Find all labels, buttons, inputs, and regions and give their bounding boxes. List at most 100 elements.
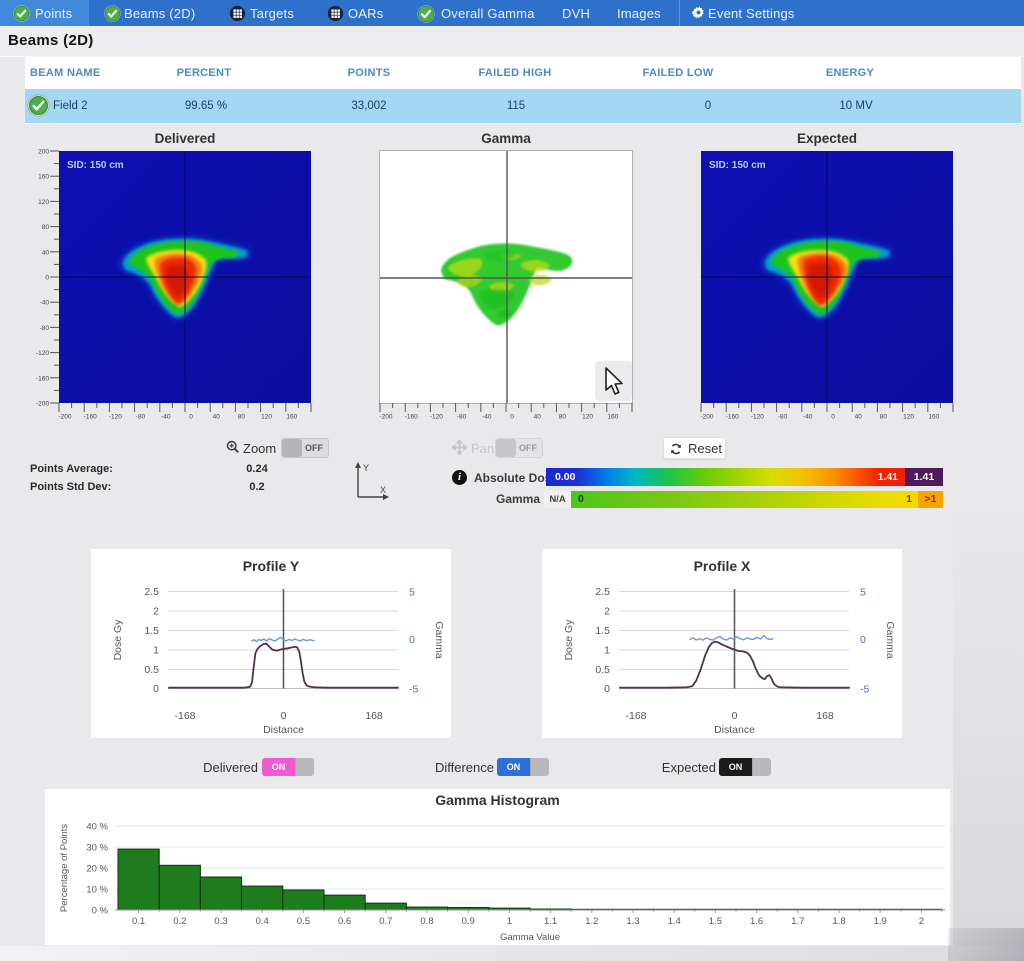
svg-text:5: 5 [409, 587, 415, 599]
svg-text:-120: -120 [751, 414, 764, 421]
svg-text:-160: -160 [84, 414, 97, 421]
svg-text:168: 168 [816, 710, 834, 722]
svg-text:0: 0 [281, 710, 287, 722]
svg-text:1.9: 1.9 [874, 916, 887, 927]
svg-text:1.4: 1.4 [668, 916, 681, 927]
svg-text:Dose Gy: Dose Gy [563, 619, 575, 661]
svg-text:2: 2 [604, 606, 610, 618]
svg-text:2.5: 2.5 [595, 586, 610, 598]
svg-text:0.9: 0.9 [462, 916, 475, 927]
svg-text:-200: -200 [58, 414, 71, 421]
svg-text:-80: -80 [40, 325, 50, 332]
svg-text:40: 40 [534, 414, 542, 421]
svg-text:-80: -80 [457, 414, 467, 421]
svg-text:1.2: 1.2 [585, 916, 598, 927]
svg-text:120: 120 [582, 414, 593, 421]
svg-text:-200: -200 [700, 414, 713, 421]
svg-text:-40: -40 [482, 414, 492, 421]
svg-text:1.5: 1.5 [595, 625, 610, 637]
svg-text:-160: -160 [405, 414, 418, 421]
svg-text:1.6: 1.6 [750, 916, 763, 927]
svg-text:Percentage of Points: Percentage of Points [59, 824, 70, 912]
svg-text:1.3: 1.3 [626, 916, 639, 927]
svg-text:-120: -120 [36, 350, 49, 357]
svg-text:1: 1 [153, 645, 159, 657]
svg-text:0: 0 [409, 634, 415, 646]
svg-text:160: 160 [286, 414, 297, 421]
svg-text:1.8: 1.8 [832, 916, 845, 927]
svg-text:120: 120 [903, 414, 914, 421]
svg-text:20 %: 20 % [86, 864, 108, 875]
svg-text:2.5: 2.5 [144, 586, 159, 598]
svg-text:Distance: Distance [714, 724, 755, 736]
svg-text:0: 0 [153, 683, 159, 695]
svg-text:-40: -40 [803, 414, 813, 421]
svg-text:-40: -40 [40, 300, 50, 307]
svg-text:-80: -80 [778, 414, 788, 421]
svg-text:40: 40 [213, 414, 221, 421]
svg-text:0.4: 0.4 [256, 916, 269, 927]
svg-text:120: 120 [38, 199, 49, 206]
svg-text:1: 1 [604, 645, 610, 657]
svg-text:-120: -120 [109, 414, 122, 421]
svg-text:-160: -160 [726, 414, 739, 421]
svg-text:1.1: 1.1 [544, 916, 557, 927]
svg-text:Gamma: Gamma [433, 621, 445, 659]
svg-text:160: 160 [928, 414, 939, 421]
svg-text:-5: -5 [409, 684, 418, 696]
svg-text:80: 80 [559, 414, 567, 421]
svg-text:30 %: 30 % [86, 843, 108, 854]
svg-text:0.2: 0.2 [173, 916, 186, 927]
svg-text:Gamma Value: Gamma Value [500, 932, 560, 943]
svg-text:2: 2 [919, 916, 924, 927]
svg-text:0.6: 0.6 [338, 916, 351, 927]
svg-text:0.1: 0.1 [132, 916, 145, 927]
svg-text:0 %: 0 % [92, 906, 109, 917]
svg-text:120: 120 [261, 414, 272, 421]
svg-text:0: 0 [831, 414, 835, 421]
svg-text:Distance: Distance [263, 724, 304, 736]
svg-text:0: 0 [732, 710, 738, 722]
svg-text:0.5: 0.5 [297, 916, 310, 927]
svg-text:0: 0 [189, 414, 193, 421]
svg-text:-168: -168 [625, 710, 646, 722]
svg-text:-200: -200 [379, 414, 392, 421]
svg-text:-200: -200 [36, 401, 49, 408]
svg-text:2: 2 [153, 606, 159, 618]
svg-text:1.7: 1.7 [791, 916, 804, 927]
svg-text:-40: -40 [161, 414, 171, 421]
svg-text:Dose Gy: Dose Gy [112, 619, 124, 661]
svg-text:0: 0 [510, 414, 514, 421]
svg-text:1: 1 [507, 916, 512, 927]
svg-text:160: 160 [38, 174, 49, 181]
svg-text:80: 80 [238, 414, 246, 421]
svg-text:160: 160 [607, 414, 618, 421]
svg-text:-80: -80 [136, 414, 146, 421]
svg-text:168: 168 [365, 710, 383, 722]
svg-text:0.5: 0.5 [595, 664, 610, 676]
svg-text:SID: 150 cm: SID: 150 cm [67, 160, 124, 171]
svg-text:80: 80 [42, 224, 50, 231]
svg-text:0.3: 0.3 [214, 916, 227, 927]
svg-text:SID: 150 cm: SID: 150 cm [709, 160, 766, 171]
svg-text:0.5: 0.5 [144, 664, 159, 676]
svg-text:40: 40 [855, 414, 863, 421]
svg-text:5: 5 [860, 587, 866, 599]
svg-text:0: 0 [45, 275, 49, 282]
svg-text:1.5: 1.5 [709, 916, 722, 927]
svg-text:40 %: 40 % [86, 822, 108, 833]
svg-text:Gamma: Gamma [884, 621, 896, 659]
svg-text:80: 80 [880, 414, 888, 421]
svg-text:40: 40 [42, 249, 50, 256]
svg-text:0: 0 [604, 683, 610, 695]
svg-text:Y: Y [363, 463, 369, 473]
svg-text:10 %: 10 % [86, 885, 108, 896]
svg-text:200: 200 [38, 149, 49, 156]
svg-text:0: 0 [860, 634, 866, 646]
svg-text:1.5: 1.5 [144, 625, 159, 637]
svg-text:-120: -120 [430, 414, 443, 421]
svg-text:-5: -5 [860, 684, 869, 696]
svg-text:-168: -168 [174, 710, 195, 722]
svg-text:-160: -160 [36, 375, 49, 382]
svg-text:0.8: 0.8 [420, 916, 433, 927]
